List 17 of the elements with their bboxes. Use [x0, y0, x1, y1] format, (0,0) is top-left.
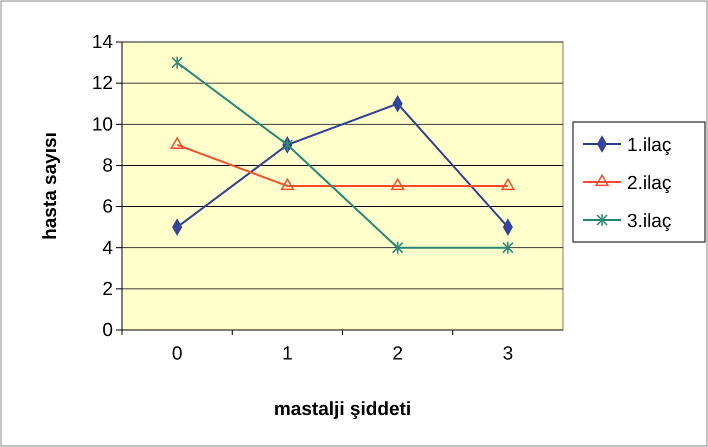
x-axis-title: mastalji şiddeti	[274, 399, 412, 420]
x-tick-label: 1	[282, 343, 293, 364]
y-tick-label: 14	[92, 32, 114, 54]
y-tick-label: 6	[102, 196, 113, 218]
y-tick-label: 2	[102, 278, 113, 300]
x-tick-label: 3	[502, 343, 514, 364]
y-tick-label: 10	[92, 114, 113, 136]
legend-label: 1.ilaç	[627, 135, 672, 156]
y-tick-label: 12	[92, 73, 113, 94]
x-tick-label: 0	[172, 343, 182, 364]
y-axis-title: hasta sayısı	[40, 132, 61, 240]
legend-label: 3.ilaç	[627, 211, 672, 232]
y-tick-label: 4	[102, 238, 114, 259]
y-tick-label: 8	[102, 156, 113, 177]
x-tick-label: 2	[392, 343, 403, 364]
legend-label: 2.ilaç	[627, 173, 672, 194]
y-tick-label: 0	[102, 320, 113, 342]
